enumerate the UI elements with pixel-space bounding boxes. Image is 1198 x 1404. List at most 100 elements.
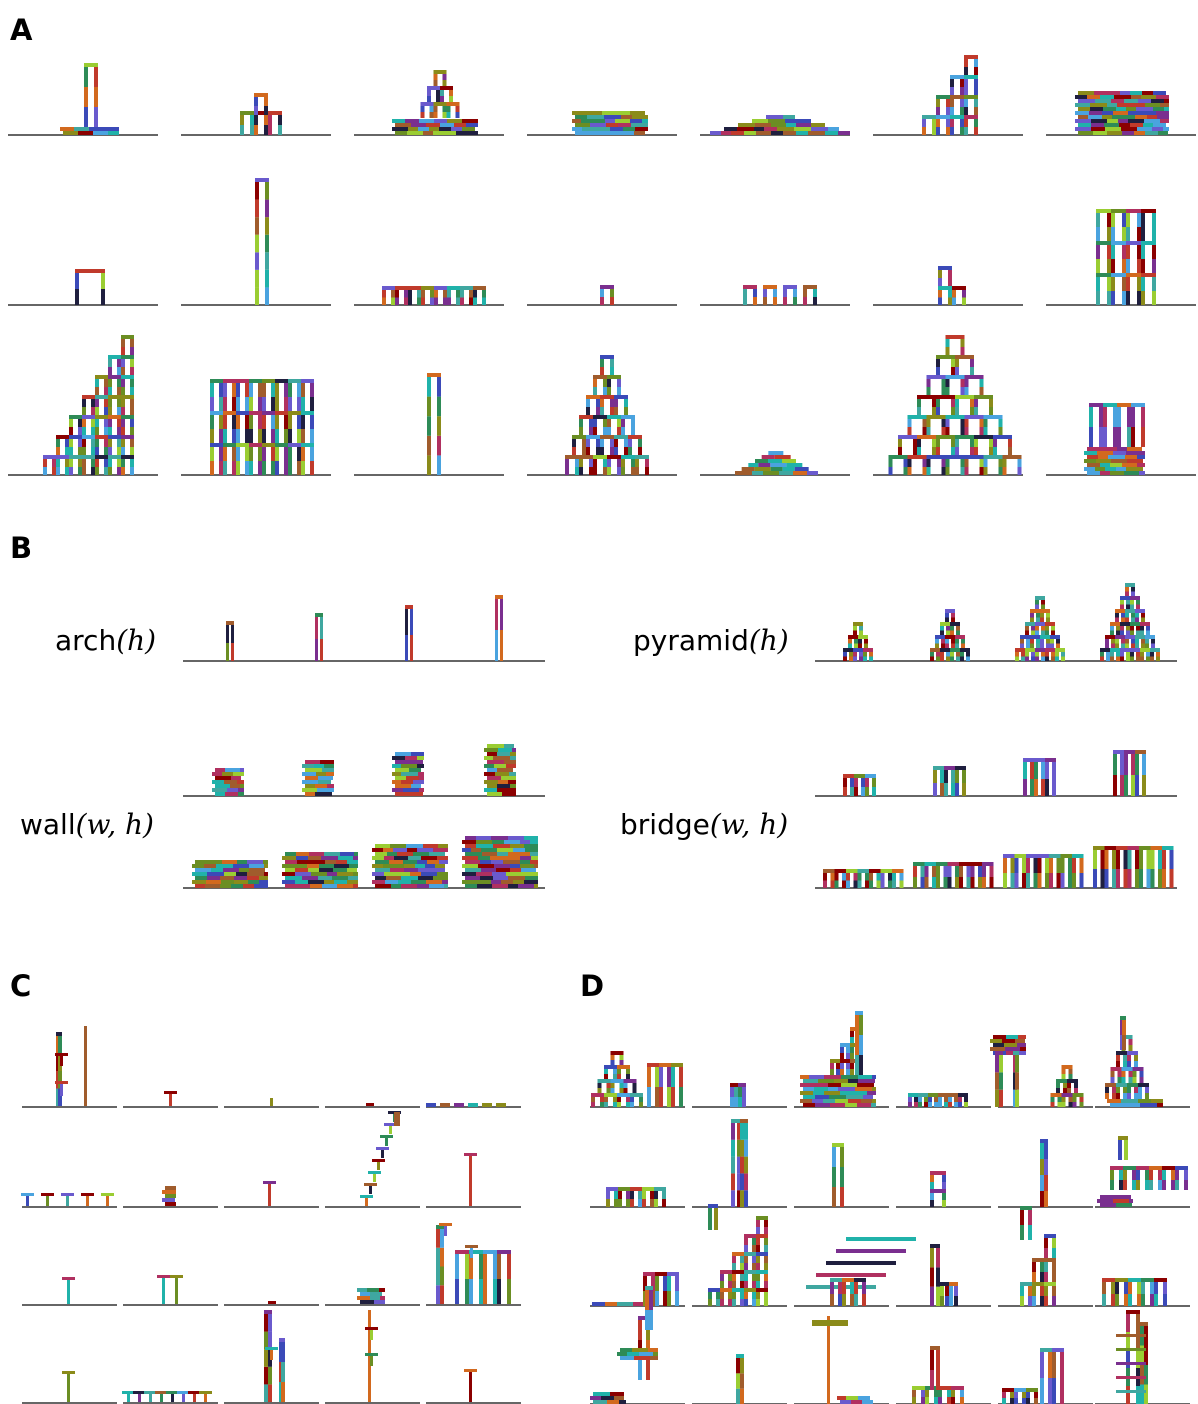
block: [940, 770, 944, 783]
block: [783, 115, 795, 119]
block: [91, 427, 95, 435]
block: [464, 1153, 477, 1156]
block: [823, 880, 827, 888]
block: [899, 873, 904, 881]
block: [922, 127, 926, 135]
block: [1112, 850, 1116, 869]
block: [95, 379, 99, 387]
block: [94, 107, 98, 127]
block: [1072, 873, 1076, 888]
block: [830, 1059, 840, 1063]
block: [1110, 1180, 1114, 1190]
block: [768, 451, 784, 455]
block: [460, 290, 464, 298]
block: [737, 1190, 741, 1207]
block: [607, 387, 611, 395]
block: [491, 880, 501, 884]
block: [222, 772, 233, 776]
block: [409, 768, 421, 772]
block: [1123, 850, 1128, 869]
block: [1126, 1310, 1140, 1314]
block: [960, 79, 964, 87]
block: [926, 427, 931, 435]
block: [960, 387, 965, 395]
block: [1061, 1102, 1066, 1107]
block: [950, 119, 954, 127]
block: [638, 1360, 642, 1380]
block: [828, 127, 839, 131]
block: [586, 447, 590, 455]
block: [1130, 123, 1143, 127]
label-arch: arch(h): [55, 627, 156, 655]
block: [104, 467, 108, 475]
block: [1140, 652, 1144, 657]
block: [52, 467, 56, 475]
block: [938, 1390, 942, 1397]
block: [1003, 854, 1015, 858]
block: [1135, 613, 1139, 618]
block: [1140, 648, 1150, 652]
block: [310, 447, 314, 461]
block: [95, 459, 99, 467]
block: [320, 760, 334, 764]
block: [662, 1199, 666, 1207]
block: [1136, 1314, 1140, 1332]
block: [524, 844, 538, 848]
block: [264, 1310, 272, 1314]
block: [600, 435, 614, 439]
block: [182, 1394, 185, 1402]
block: [215, 768, 225, 772]
block: [774, 455, 791, 459]
block: [258, 461, 262, 475]
block: [231, 776, 241, 780]
block: [433, 848, 448, 852]
block: [948, 290, 952, 298]
block: [315, 617, 318, 639]
block: [364, 1183, 377, 1186]
block: [912, 1390, 916, 1397]
block: [1100, 850, 1105, 869]
block: [970, 877, 975, 888]
block: [513, 848, 525, 852]
block: [493, 756, 510, 760]
block: [1045, 652, 1049, 657]
block: [281, 1362, 285, 1382]
block: [917, 439, 921, 447]
block: [714, 1208, 718, 1230]
block: [724, 127, 737, 131]
block: [932, 407, 936, 415]
block: [1020, 635, 1030, 639]
block: [1126, 630, 1130, 635]
block: [262, 429, 266, 443]
block: [1052, 1238, 1056, 1248]
block: [1136, 1170, 1140, 1180]
block: [1130, 652, 1134, 657]
block: [311, 872, 327, 876]
block: [756, 1292, 760, 1299]
block: [1002, 1388, 1014, 1392]
block: [78, 439, 82, 447]
block: [845, 1103, 857, 1107]
block: [617, 459, 621, 467]
block: [86, 1196, 89, 1206]
block: [240, 784, 244, 788]
block: [803, 1103, 815, 1107]
block: [917, 435, 936, 439]
block: [456, 297, 460, 305]
block: [1141, 241, 1156, 245]
block: [1121, 127, 1137, 131]
block: [1110, 1103, 1127, 1107]
block: [1184, 1180, 1188, 1190]
block: [945, 1286, 949, 1296]
block: [410, 872, 421, 876]
block: [417, 756, 424, 760]
block: [520, 856, 531, 860]
block: [387, 852, 397, 856]
block: [69, 455, 82, 459]
block: [846, 873, 850, 881]
block: [1140, 1384, 1144, 1404]
block: [26, 1196, 29, 1206]
block: [763, 471, 779, 475]
block: [1105, 1083, 1116, 1087]
block: [455, 1279, 459, 1304]
